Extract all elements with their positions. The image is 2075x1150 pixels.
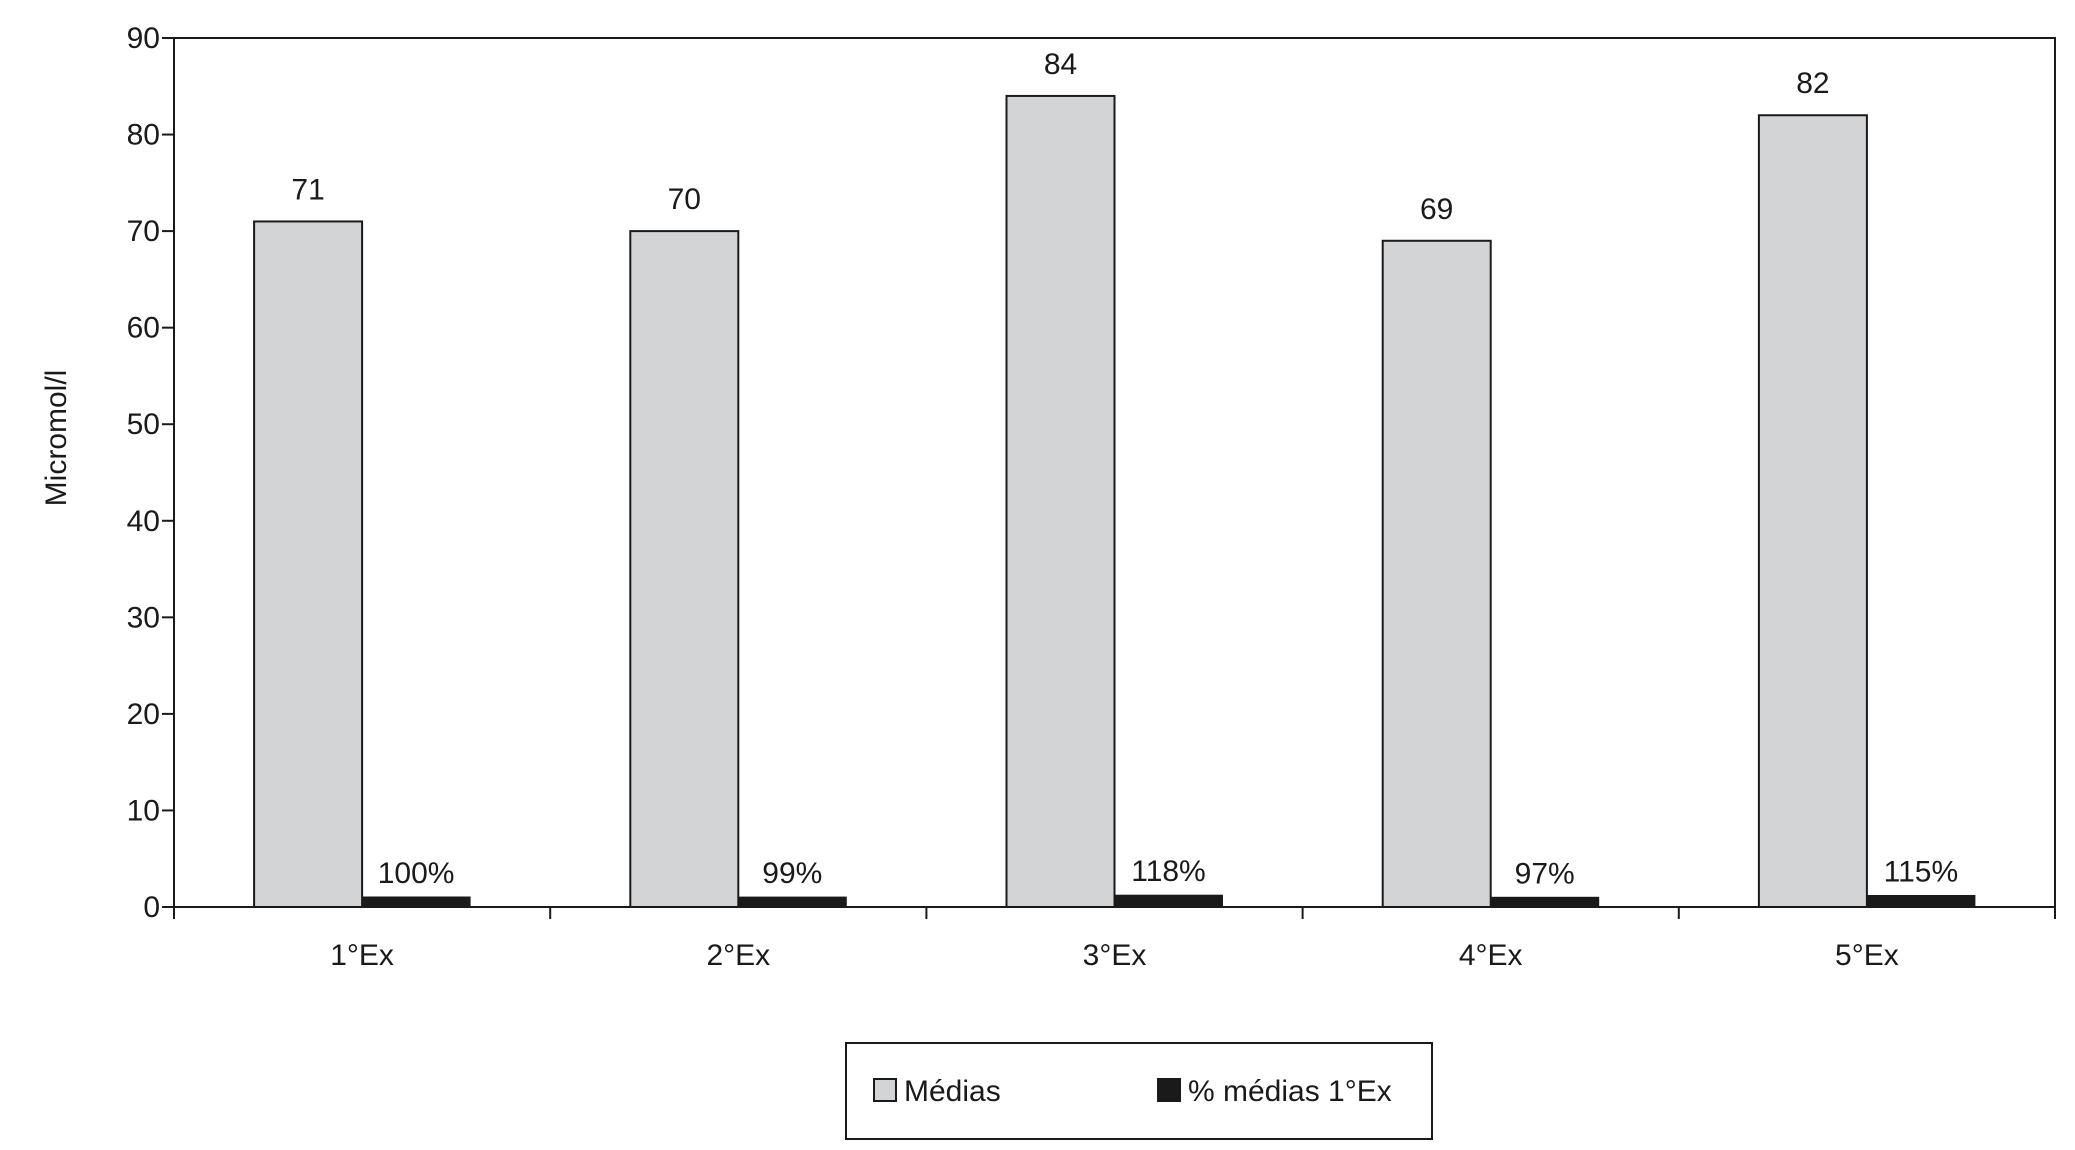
bar-medias [629,230,740,909]
data-label-percent: 115% [1884,856,1959,889]
y-tick-label: 70 [127,215,160,248]
y-tick-label: 60 [127,312,160,345]
bar-medias [1005,94,1116,908]
data-label-medias: 71 [291,173,324,206]
data-label-percent: 99% [762,857,822,890]
x-category-label: 5°Ex [1835,939,1899,972]
y-tick-label: 90 [127,22,160,55]
y-tick-label: 50 [127,408,160,441]
data-label-medias: 69 [1420,193,1453,226]
y-tick-label: 0 [143,891,160,924]
bar-medias [1381,239,1492,908]
data-label-medias: 70 [668,183,701,216]
x-category-label: 3°Ex [1083,939,1147,972]
legend-swatch [1157,1078,1181,1102]
data-label-percent: 97% [1515,857,1575,890]
legend-swatch [873,1078,897,1102]
legend-label: % médias 1°Ex [1188,1075,1392,1108]
x-category-label: 4°Ex [1459,939,1523,972]
y-tick-label: 80 [127,119,160,152]
y-tick-label: 20 [127,698,160,731]
data-label-medias: 82 [1796,67,1829,100]
legend-box [845,1042,1433,1140]
x-category-label: 2°Ex [706,939,770,972]
bar-medias [1757,114,1868,908]
legend-label: Médias [904,1075,1001,1108]
bar-percent-medias [1866,895,1976,908]
bar-percent-medias [1114,894,1223,908]
y-axis-title: Micromol/l [40,370,73,507]
bar-medias [253,220,364,908]
bar-percent-medias [1490,896,1600,908]
y-tick-label: 30 [127,601,160,634]
bar-percent-medias [361,896,471,908]
y-tick-label: 10 [127,794,160,827]
bar-percent-medias [737,896,847,908]
data-label-percent: 118% [1131,855,1206,888]
y-tick-label: 40 [127,505,160,538]
data-label-percent: 100% [378,857,455,890]
data-label-medias: 84 [1044,48,1077,81]
x-category-label: 1°Ex [330,939,394,972]
